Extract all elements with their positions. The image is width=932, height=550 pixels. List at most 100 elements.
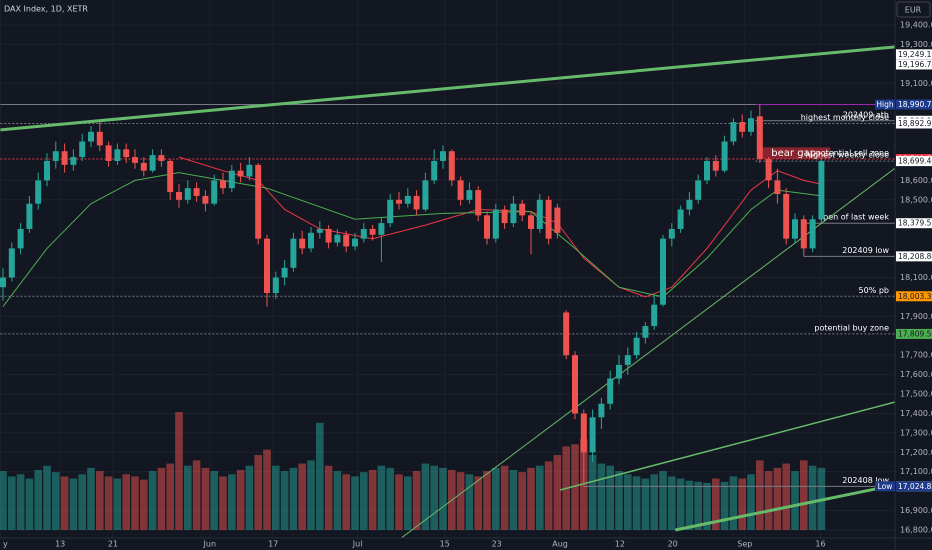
candle-body bbox=[70, 157, 77, 165]
volume-bar bbox=[236, 470, 245, 530]
volume-bar bbox=[333, 471, 342, 530]
volume-bar bbox=[210, 471, 218, 530]
candle-body bbox=[413, 195, 420, 210]
volume-bar bbox=[756, 460, 764, 530]
x-tick-label: 13 bbox=[55, 540, 65, 549]
candle-body bbox=[633, 337, 640, 356]
candle-body bbox=[140, 162, 147, 171]
candle-body bbox=[431, 160, 438, 181]
candle-body bbox=[52, 151, 59, 161]
candle-body bbox=[396, 199, 402, 204]
volume-bar bbox=[712, 478, 720, 530]
candle-body bbox=[739, 122, 746, 132]
candle-body bbox=[202, 195, 209, 204]
candle-body bbox=[0, 277, 6, 288]
y-tick-label: 16,900.00 bbox=[900, 506, 932, 515]
x-tick-label: 21 bbox=[108, 540, 118, 549]
candle-body bbox=[519, 203, 526, 216]
y-tick-label: 17,600.00 bbox=[900, 370, 932, 379]
volume-bar bbox=[307, 460, 315, 530]
candle-body bbox=[501, 209, 508, 224]
volume-bar bbox=[52, 472, 60, 530]
price-marker bbox=[896, 251, 932, 262]
y-tick-label: 18,500.00 bbox=[900, 195, 932, 204]
candle-body bbox=[624, 355, 631, 365]
price-marker-label: 18,208.84 bbox=[898, 252, 932, 261]
level-label: open of last week bbox=[818, 213, 889, 222]
price-marker bbox=[896, 49, 932, 60]
volume-bar bbox=[368, 470, 377, 530]
candle-body bbox=[149, 155, 156, 171]
volume-bar bbox=[316, 422, 324, 530]
price-marker-label: 18,379.52 bbox=[898, 219, 932, 228]
currency[interactable]: EUR bbox=[905, 6, 922, 15]
level-label: potential sell zone bbox=[816, 149, 889, 158]
y-tick-label: 17,400.00 bbox=[900, 409, 932, 418]
candle-body bbox=[26, 203, 33, 229]
y-tick-label: 16,800.00 bbox=[900, 526, 932, 535]
candle-body bbox=[211, 180, 218, 204]
currency-box[interactable] bbox=[896, 1, 931, 18]
x-tick-label: 20 bbox=[668, 540, 678, 549]
volume-bar bbox=[632, 476, 641, 530]
y-tick-label: 17,200.00 bbox=[900, 448, 932, 457]
volume-bar bbox=[474, 476, 482, 530]
volume-bar bbox=[351, 476, 359, 530]
volume-bar bbox=[245, 465, 254, 530]
candle-body bbox=[765, 159, 772, 181]
volume-bar bbox=[78, 474, 86, 530]
trendline bbox=[559, 401, 895, 491]
candle-body bbox=[44, 160, 50, 181]
volume-bar bbox=[104, 476, 113, 530]
y-tick-label: 17,500.00 bbox=[900, 390, 932, 399]
volume-bar bbox=[571, 444, 579, 530]
volume-bar bbox=[720, 481, 729, 530]
candle-body bbox=[220, 180, 226, 189]
x-tick-label: Aug bbox=[552, 540, 568, 549]
price-marker-label: 18,892.92 bbox=[898, 119, 932, 128]
volume-bar bbox=[8, 476, 16, 530]
volume-bar bbox=[588, 455, 597, 530]
price-marker-label: 18,699.40 bbox=[898, 157, 932, 166]
price-marker bbox=[896, 328, 932, 339]
x-tick-label: 12 bbox=[615, 540, 625, 549]
volume-bar bbox=[624, 474, 632, 530]
volume-bar bbox=[747, 474, 755, 530]
level-label: 202409 low bbox=[842, 246, 889, 255]
candle-body bbox=[369, 228, 376, 235]
candle-body bbox=[404, 195, 411, 204]
candle-body bbox=[184, 188, 191, 200]
volume-bar bbox=[166, 463, 174, 530]
candle-body bbox=[756, 116, 763, 160]
candle-body bbox=[228, 170, 235, 189]
candle-body bbox=[484, 215, 490, 239]
volume-bar bbox=[122, 474, 130, 530]
x-tick-label: 17 bbox=[268, 540, 278, 549]
level-label: highest monthly close bbox=[801, 113, 889, 122]
volume-bar bbox=[377, 465, 386, 530]
level-label: potential buy zone bbox=[814, 323, 889, 332]
candle-body bbox=[246, 164, 253, 177]
zone bbox=[757, 147, 831, 160]
candle-body bbox=[545, 199, 552, 239]
y-tick-label: 17,900.00 bbox=[900, 312, 932, 321]
volume-bar bbox=[192, 460, 201, 530]
volume-bar bbox=[386, 467, 394, 530]
price-marker bbox=[896, 156, 932, 167]
trendline bbox=[674, 483, 895, 532]
candle-body bbox=[237, 170, 244, 177]
candle-body bbox=[167, 160, 174, 193]
volume-bar bbox=[272, 465, 280, 530]
candle-body bbox=[528, 215, 534, 229]
y-tick-label: 17,300.00 bbox=[900, 428, 932, 437]
candle-body bbox=[255, 164, 262, 239]
volume-bar bbox=[140, 479, 148, 530]
candle-body bbox=[466, 190, 473, 200]
candle-body bbox=[334, 234, 341, 243]
level-label: 202409 ath bbox=[843, 110, 889, 119]
price-marker bbox=[896, 218, 932, 229]
y-tick-label: 17,100.00 bbox=[900, 467, 932, 476]
candle-body bbox=[572, 355, 578, 414]
volume-bar bbox=[439, 467, 447, 530]
